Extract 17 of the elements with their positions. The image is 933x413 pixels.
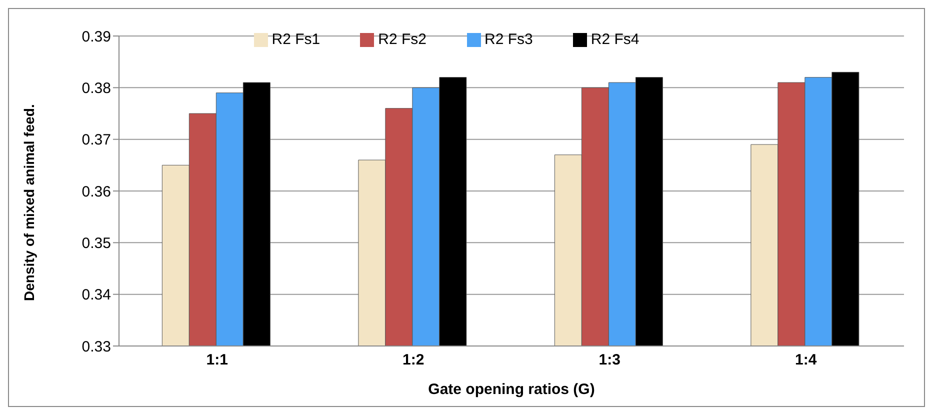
y-tick-label: 0.37 (82, 132, 111, 149)
legend-label: R2 Fs4 (590, 31, 640, 48)
y-tick-label: 0.36 (82, 183, 111, 200)
x-axis-title: Gate opening ratios (G) (428, 381, 595, 398)
x-tick-label: 1:2 (402, 352, 424, 369)
legend-label: R2 Fs1 (272, 31, 320, 48)
y-tick-label: 0.38 (82, 80, 111, 97)
y-tick-label: 0.35 (82, 234, 111, 252)
legend-label: R2 Fs3 (484, 31, 533, 48)
y-tick-label: 0.39 (82, 28, 111, 46)
x-tick-label: 1:4 (795, 352, 818, 369)
y-axis-title: Density of mixed animal feed. (20, 104, 37, 301)
x-tick-label: 1:1 (206, 352, 228, 369)
y-tick-label: 0.34 (82, 286, 111, 304)
legend-label: R2 Fs2 (378, 31, 426, 48)
x-tick-label: 1:3 (598, 352, 620, 369)
y-tick-label: 0.33 (82, 338, 111, 356)
